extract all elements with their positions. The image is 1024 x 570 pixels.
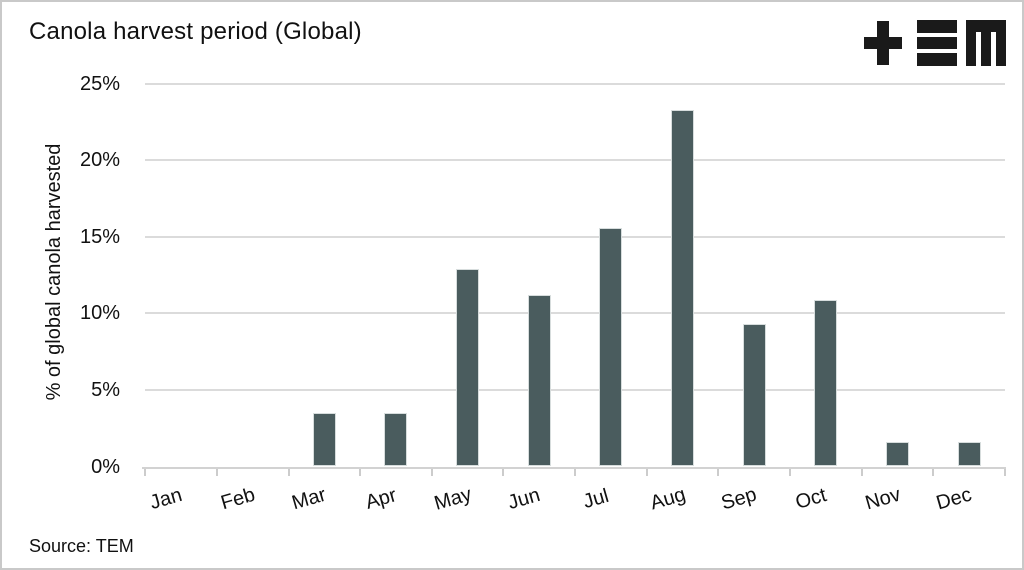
- bar-mar: [312, 412, 336, 467]
- x-tick-label: Dec: [934, 483, 975, 515]
- x-axis-tick: [430, 468, 433, 476]
- bar-jun: [527, 294, 551, 467]
- x-tick-label: Apr: [362, 484, 399, 514]
- x-axis-tick: [789, 468, 792, 476]
- logo-plus-icon: [864, 20, 902, 66]
- bar-oct: [814, 299, 838, 467]
- x-tick-label: Jan: [147, 483, 185, 515]
- bar-nov: [886, 441, 910, 467]
- y-tick-label: 20%: [79, 149, 120, 172]
- gridline: [145, 388, 1005, 391]
- bar-jul: [599, 227, 623, 467]
- bar-aug: [671, 109, 695, 467]
- y-tick-label: 0%: [91, 455, 120, 478]
- bar-apr: [384, 412, 408, 467]
- bar-sep: [742, 324, 766, 467]
- x-axis-tick: [144, 468, 147, 476]
- x-axis-tick: [287, 468, 290, 476]
- x-tick-label: Mar: [289, 483, 329, 515]
- y-tick-label: 15%: [79, 225, 120, 248]
- y-tick-label: 25%: [79, 72, 120, 95]
- x-axis-tick: [359, 468, 362, 476]
- x-axis-tick: [215, 468, 218, 476]
- logo-m-icon: [966, 20, 1006, 66]
- x-tick-label: Nov: [862, 483, 903, 515]
- bar-dec: [957, 441, 981, 467]
- gridline: [145, 159, 1005, 162]
- x-tick-label: Aug: [647, 483, 688, 515]
- x-tick-label: Feb: [218, 483, 258, 515]
- x-axis-tick: [574, 468, 577, 476]
- x-tick-label: Sep: [719, 483, 760, 515]
- gridline: [145, 235, 1005, 238]
- x-axis-tick: [860, 468, 863, 476]
- x-axis-tick: [932, 468, 935, 476]
- x-axis-tick: [717, 468, 720, 476]
- y-tick-label: 10%: [79, 302, 120, 325]
- bar-may: [456, 268, 480, 467]
- y-tick-label: 5%: [91, 378, 120, 401]
- logo-equals-icon: [917, 20, 957, 66]
- x-axis-tick: [502, 468, 505, 476]
- chart-title: Canola harvest period (Global): [29, 18, 362, 45]
- x-axis-line: [142, 466, 1006, 469]
- x-axis-tick: [645, 468, 648, 476]
- x-tick-label: Oct: [792, 484, 829, 514]
- source-note: Source: TEM: [29, 536, 134, 556]
- x-tick-label: May: [431, 483, 474, 515]
- x-tick-label: Jun: [505, 483, 543, 515]
- x-axis-tick: [1004, 468, 1006, 476]
- tem-logo: [864, 20, 1006, 66]
- gridline: [145, 82, 1005, 85]
- gridline: [145, 312, 1005, 315]
- x-tick-label: Jul: [580, 484, 612, 514]
